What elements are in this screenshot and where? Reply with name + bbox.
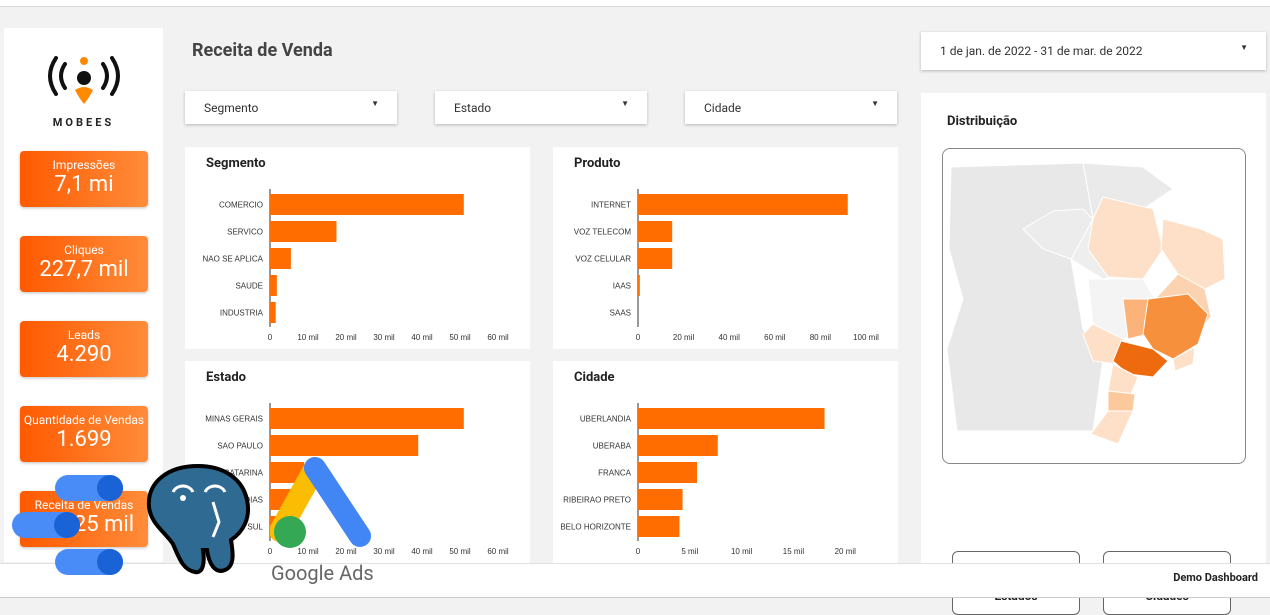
x-tick-label: 0 [636, 547, 641, 556]
category-label: IAAS [613, 282, 631, 291]
top-strip [0, 0, 1270, 7]
category-label: UBERABA [593, 442, 632, 451]
bar[interactable] [270, 435, 419, 456]
x-tick-label: 15 mil [783, 547, 805, 556]
category-label: BELO HORIZONTE [560, 523, 631, 532]
dropdown-arrow-icon: ▼ [371, 99, 379, 108]
category-label: UBERLANDIA [580, 415, 632, 424]
category-label: RIBEIRAO PRETO [563, 496, 631, 505]
category-label: COMERCIO [219, 201, 263, 210]
mobees-logo-icon [48, 56, 120, 104]
bar[interactable] [270, 462, 305, 483]
category-label: GOIAS [238, 496, 263, 505]
chart-cidade: UBERLANDIA UBERABA FRANCA RIBEIRAO PRETO BEL… [560, 403, 857, 556]
x-tick-label: 40 mil [411, 333, 433, 342]
bar[interactable] [638, 408, 825, 429]
chart-segmento: COMERCIO SERVICO NAO SE APLICA SAUDE INDUSTR… [203, 189, 509, 342]
x-tick-label: 0 [268, 547, 273, 556]
chart-panel-segmento: Segmento COMERCIO SERVICO NAO SE APLICA SAU… [185, 147, 530, 349]
bar[interactable] [638, 435, 718, 456]
category-label: SAUDE [235, 282, 263, 291]
x-tick-label: 50 mil [449, 333, 471, 342]
category-label: INDUSTRIA [220, 309, 264, 318]
kpi-quantidade-vendas: Quantidade de Vendas 1.699 [20, 406, 148, 462]
map-frame[interactable] [942, 148, 1246, 464]
postgresql-logo-icon [146, 463, 250, 575]
bar[interactable] [270, 221, 337, 242]
category-label: MINAS GERAIS [205, 415, 263, 424]
brazil-map [946, 162, 1226, 445]
dropdown-arrow-icon: ▼ [621, 99, 629, 108]
bar[interactable] [638, 462, 698, 483]
filter-estado[interactable]: Estado ▼ [435, 91, 647, 124]
x-tick-label: 10 mil [297, 547, 319, 556]
bar[interactable] [270, 248, 291, 269]
category-label: VOZ CELULAR [575, 255, 631, 264]
page-title: Receita de Venda [192, 40, 333, 61]
x-tick-label: 30 mil [373, 333, 395, 342]
category-label: NAO SE APLICA [203, 255, 264, 264]
data-studio-logo-icon [12, 475, 123, 575]
bar[interactable] [638, 275, 640, 296]
bottom-bar [0, 563, 1270, 598]
footer-label: Demo Dashboard [1173, 571, 1258, 584]
x-tick-label: 20 mil [835, 547, 857, 556]
kpi-leads: Leads 4.290 [20, 321, 148, 377]
category-label: SAAS [610, 309, 631, 318]
bar[interactable] [270, 302, 276, 323]
x-tick-label: 20 mil [335, 547, 357, 556]
bar[interactable] [638, 516, 680, 537]
date-range-picker[interactable]: 1 de jan. de 2022 - 31 de mar. de 2022 ▼ [921, 32, 1266, 70]
category-label: SERVICO [227, 228, 263, 237]
bar[interactable] [270, 275, 277, 296]
x-tick-label: 40 mil [411, 547, 433, 556]
x-tick-label: 50 mil [449, 547, 471, 556]
chart-panel-cidade: Cidade UBERLANDIA UBERABA FRANCA RIBEIRAO P… [553, 361, 898, 563]
dropdown-arrow-icon: ▼ [871, 99, 879, 108]
brand-name: MOBEES [52, 116, 115, 129]
category-label: INTERNET [591, 201, 631, 210]
filter-cidade[interactable]: Cidade ▼ [685, 91, 897, 124]
x-tick-label: 10 mil [731, 547, 753, 556]
category-label: SAO PAULO [217, 442, 263, 451]
filter-segmento[interactable]: Segmento ▼ [185, 91, 397, 124]
chart-produto: INTERNET VOZ TELECOM VOZ CELULAR IAAS SAAS 0 2… [574, 189, 879, 342]
x-tick-label: 0 [636, 333, 641, 342]
bar[interactable] [270, 408, 464, 429]
x-tick-label: 0 [268, 333, 273, 342]
bar[interactable] [270, 194, 464, 215]
google-ads-logo-icon [270, 457, 371, 548]
bar[interactable] [638, 194, 848, 215]
dropdown-arrow-icon: ▼ [1240, 43, 1248, 52]
bar[interactable] [638, 221, 673, 242]
x-tick-label: 60 mil [487, 333, 509, 342]
x-tick-label: 5 mil [681, 547, 698, 556]
google-ads-label: Google Ads [271, 561, 374, 585]
bar[interactable] [638, 489, 683, 510]
distribution-panel: Distribuição [921, 93, 1266, 615]
x-tick-label: 20 mil [673, 333, 695, 342]
distribution-title: Distribuição [947, 114, 1018, 129]
x-tick-label: 40 mil [719, 333, 741, 342]
kpi-impressoes: Impressões 7,1 mi [20, 151, 148, 207]
x-tick-label: 80 mil [810, 333, 832, 342]
x-tick-label: 100 mil [853, 333, 879, 342]
x-tick-label: 60 mil [487, 547, 509, 556]
chart-panel-produto: Produto INTERNET VOZ TELECOM VOZ CELULAR IA… [553, 147, 898, 349]
x-tick-label: 10 mil [297, 333, 319, 342]
x-tick-label: 30 mil [373, 547, 395, 556]
category-label: FRANCA [598, 469, 632, 478]
kpi-cliques: Cliques 227,7 mil [20, 236, 148, 292]
bar[interactable] [638, 248, 673, 269]
x-tick-label: 20 mil [335, 333, 357, 342]
category-label: VOZ TELECOM [574, 228, 632, 237]
x-tick-label: 60 mil [764, 333, 786, 342]
